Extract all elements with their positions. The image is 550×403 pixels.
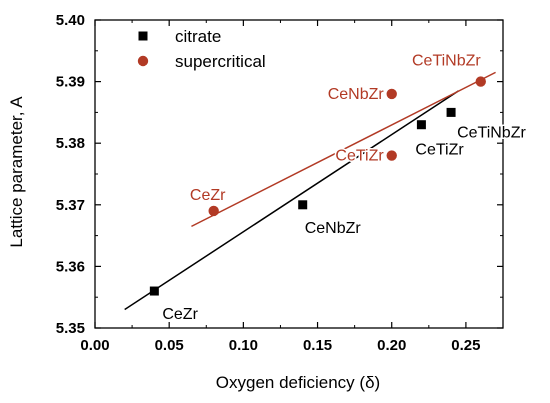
axis-ticks: 0.00 0.05 0.10 0.15 0.20 0.25 5.35 5.36 5.37 5.38…	[56, 12, 503, 354]
x-tick-label: 0.15	[303, 337, 332, 354]
y-tick-label: 5.37	[56, 197, 85, 214]
point-label-citrate: CeZr	[162, 306, 198, 323]
point-label-citrate: CeNbZr	[305, 220, 362, 237]
legend-label-citrate: citrate	[175, 27, 221, 46]
y-tick-label: 5.40	[56, 12, 85, 29]
x-tick-label: 0.05	[155, 337, 184, 354]
data-points	[149, 76, 486, 296]
y-tick-label: 5.38	[56, 135, 85, 152]
marker-citrate	[149, 286, 159, 296]
point-label-supercritical: CeTiZr	[335, 148, 384, 165]
fit-line-supercritical	[191, 71, 496, 228]
y-tick-label: 5.35	[56, 320, 85, 337]
marker-citrate	[446, 107, 456, 117]
marker-supercritical	[208, 205, 219, 217]
point-label-supercritical: CeTiNbZr	[412, 53, 481, 70]
point-label-supercritical: CeNbZr	[328, 86, 385, 103]
marker-supercritical	[386, 88, 397, 100]
point-label-citrate: CeTiNbZr	[457, 124, 526, 141]
y-tick-label: 5.39	[56, 74, 85, 91]
marker-citrate	[298, 200, 308, 210]
point-labels: CeZrCeNbZrCeTiZrCeTiNbZrCeZrCeNbZrCeTiZr…	[161, 51, 528, 324]
x-tick-label: 0.25	[451, 337, 480, 354]
x-tick-label: 0.00	[80, 337, 109, 354]
legend-marker-citrate	[138, 31, 148, 41]
marker-citrate	[416, 120, 426, 130]
fit-line-citrate	[124, 90, 459, 311]
legend: citrate supercritical	[137, 27, 266, 71]
marker-supercritical	[475, 76, 486, 87]
x-tick-label: 0.10	[229, 337, 258, 354]
y-tick-label: 5.36	[56, 258, 85, 275]
x-tick-label: 0.20	[377, 337, 406, 354]
legend-marker-supercritical	[137, 55, 149, 67]
y-axis-label: Lattice parameter, A	[7, 96, 26, 248]
fit-lines	[124, 71, 496, 311]
point-label-supercritical: CeZr	[190, 187, 226, 204]
x-axis-label: Oxygen deficiency (δ)	[216, 373, 380, 392]
legend-label-supercritical: supercritical	[175, 52, 266, 71]
marker-supercritical	[386, 150, 397, 161]
point-label-citrate: CeTiZr	[415, 142, 464, 159]
